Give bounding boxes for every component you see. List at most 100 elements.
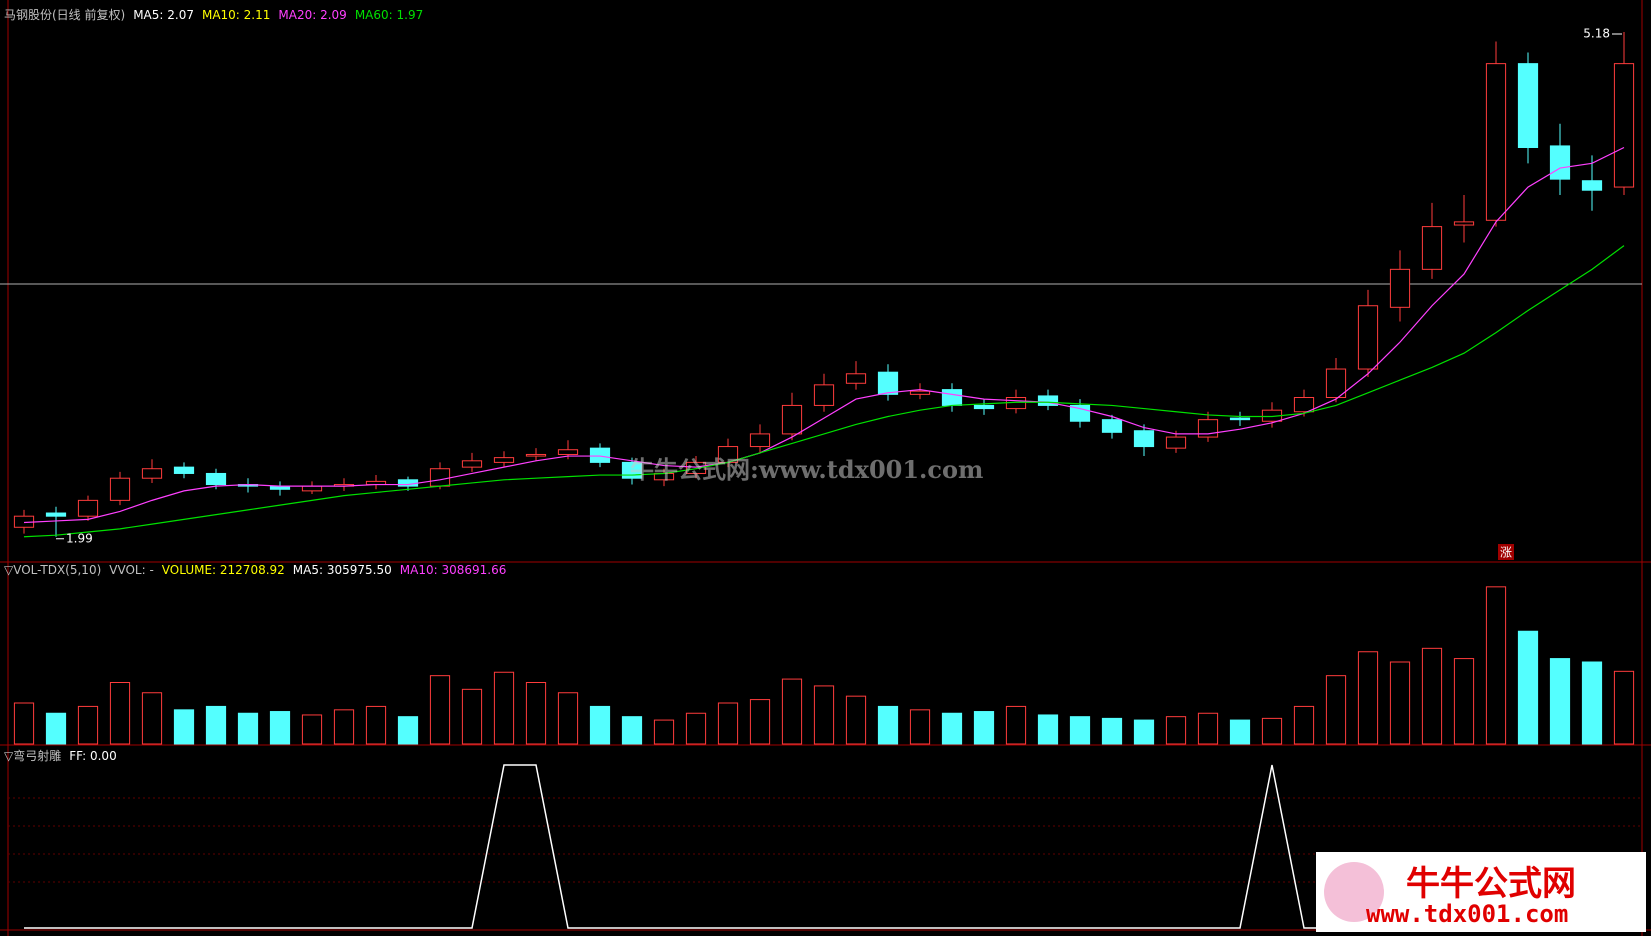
ff-header: ▽弯弓射雕 FF: 0.00: [4, 747, 133, 764]
volume-bar: [589, 705, 611, 745]
candle-body: [1357, 305, 1379, 370]
legend-item: MA20: 2.09: [278, 8, 347, 22]
volume-bar: [301, 714, 323, 745]
volume-bar: [1101, 717, 1123, 745]
marker-box: [1498, 544, 1514, 560]
volume-header: ▽VOL-TDX(5,10) VVOL: - VOLUME: 212708.92 MA…: [4, 563, 522, 577]
candle-body: [1101, 419, 1123, 433]
candle-body: [813, 384, 835, 406]
max-price-label: 5.18: [1583, 26, 1610, 40]
volume-bar: [1549, 658, 1571, 745]
volume-bar: [205, 705, 227, 745]
candle-body: [1325, 368, 1347, 399]
ma-line: [23, 245, 1625, 538]
logo: 牛牛公式网 www.tdx001.com: [1316, 852, 1646, 932]
volume-bar: [1357, 651, 1379, 745]
indicator-title: VOL-TDX(5,10): [13, 563, 102, 577]
candle-body: [749, 433, 771, 448]
volume-bar: [1485, 586, 1507, 745]
volume-bar: [13, 702, 35, 745]
candle-body: [461, 460, 483, 468]
volume-bar: [269, 711, 291, 745]
volume-bar: [461, 688, 483, 745]
legend-item: MA10: 308691.66: [399, 563, 507, 577]
volume-bar: [717, 702, 739, 745]
candle-body: [1581, 180, 1603, 191]
volume-bar: [781, 678, 803, 745]
volume-bar: [1389, 661, 1411, 745]
candle-body: [429, 468, 451, 487]
candle-body: [589, 447, 611, 463]
volume-bar: [1197, 712, 1219, 745]
candle-body: [1453, 221, 1475, 226]
volume-bar: [1581, 661, 1603, 745]
watermark: 牛牛公式网:www.tdx001.com: [630, 455, 984, 484]
volume-bar: [813, 685, 835, 745]
legend-item: VOLUME: 212708.92: [161, 563, 285, 577]
volume-bar: [1261, 717, 1283, 745]
price-header: 马钢股份(日线 前复权) MA5: 2.07 MA10: 2.11 MA20: 2.0…: [4, 6, 439, 23]
candle-body: [557, 449, 579, 455]
volume-bar: [1421, 647, 1443, 745]
volume-bar: [141, 692, 163, 745]
volume-bar: [653, 719, 675, 745]
candle-body: [1133, 430, 1155, 448]
volume-bar: [1325, 675, 1347, 745]
candle-body: [909, 390, 931, 395]
candle-body: [1549, 145, 1571, 180]
ff-legend: FF: 0.00: [69, 749, 124, 763]
candle-body: [845, 373, 867, 384]
candle-body: [141, 468, 163, 479]
legend-item: FF: 0.00: [69, 749, 117, 763]
volume-bar: [1229, 719, 1251, 745]
volume-bar: [749, 699, 771, 745]
volume-bar: [1037, 714, 1059, 745]
marker: 涨: [1500, 545, 1512, 560]
volume-bar: [941, 712, 963, 745]
volume-bar: [1005, 705, 1027, 745]
candle-body: [77, 499, 99, 517]
volume-bar: [77, 705, 99, 745]
indicator-title: 弯弓射雕: [13, 749, 62, 763]
volume-bar: [397, 716, 419, 745]
legend-item: MA5: 305975.50: [292, 563, 392, 577]
volume-bar: [1613, 670, 1635, 745]
candle-body: [109, 477, 131, 501]
volume-bar: [1293, 705, 1315, 745]
candle-body: [1517, 63, 1539, 149]
volume-bar: [1133, 719, 1155, 745]
candle-body: [173, 466, 195, 474]
volume-bar: [1453, 658, 1475, 745]
volume-bar: [493, 671, 515, 745]
legend-item: VVOL: -: [109, 563, 154, 577]
candle-body: [493, 457, 515, 463]
logo-icon: [1324, 862, 1384, 922]
candle-body: [1037, 395, 1059, 406]
volume-bar: [557, 692, 579, 745]
volume-bar: [1517, 630, 1539, 745]
min-price-label: 1.99: [66, 531, 93, 545]
candle-body: [685, 461, 707, 474]
volume-bar: [45, 712, 67, 745]
candle-body: [973, 404, 995, 410]
volume-bar: [429, 675, 451, 745]
volume-bar: [525, 682, 547, 745]
candle-body: [1421, 226, 1443, 270]
vol-legend: VVOL: - VOLUME: 212708.92 MA5: 305975.50 MA…: [109, 563, 514, 577]
candle-body: [525, 453, 547, 457]
candle-body: [941, 389, 963, 406]
volume-bar: [333, 709, 355, 745]
volume-bar: [845, 695, 867, 745]
volume-bar: [973, 711, 995, 745]
candle-body: [1485, 63, 1507, 221]
candle-body: [1389, 268, 1411, 308]
candle-body: [45, 512, 67, 517]
candle-body: [205, 472, 227, 486]
volume-bar: [1069, 716, 1091, 745]
volume-bar: [173, 709, 195, 745]
logo-url: www.tdx001.com: [1366, 900, 1569, 928]
candle-body: [1613, 63, 1635, 188]
legend-item: MA60: 1.97: [354, 8, 424, 22]
legend-item: MA10: 2.11: [201, 8, 271, 22]
